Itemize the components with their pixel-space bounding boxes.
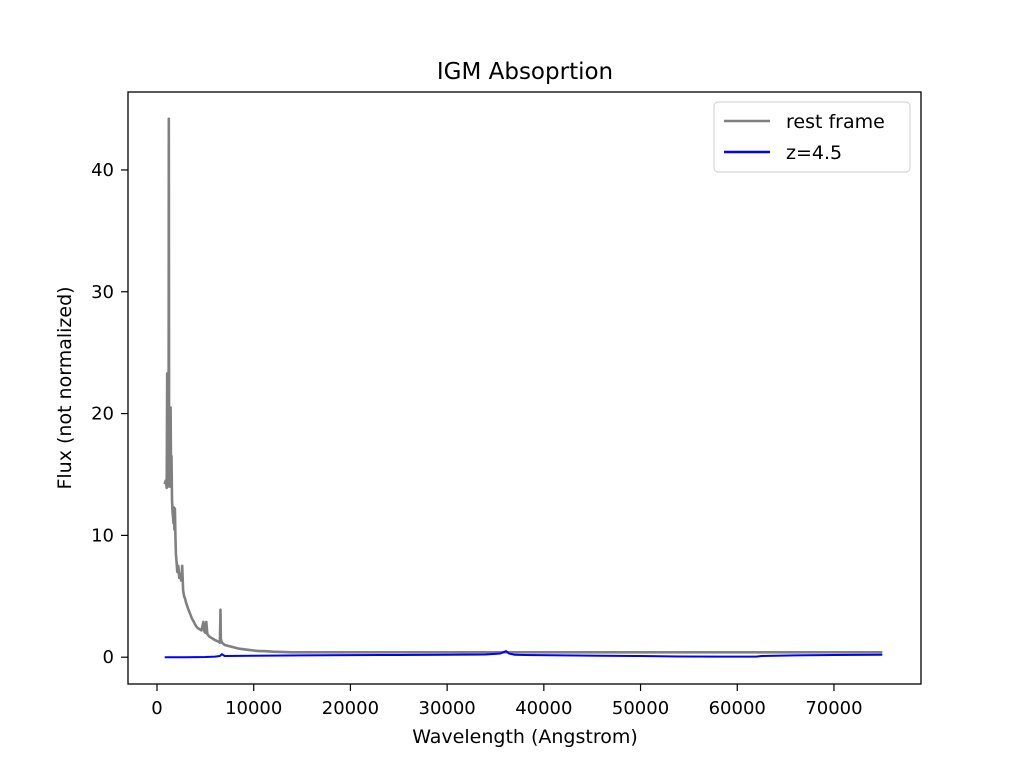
x-tick-label: 50000 bbox=[612, 698, 669, 719]
x-tick-label: 70000 bbox=[805, 698, 862, 719]
x-tick-label: 10000 bbox=[225, 698, 282, 719]
x-tick-label: 30000 bbox=[419, 698, 476, 719]
x-tick-label: 0 bbox=[151, 698, 162, 719]
chart-title: IGM Absoprtion bbox=[437, 59, 613, 85]
y-tick-label: 20 bbox=[91, 404, 114, 425]
legend: rest frame z=4.5 bbox=[713, 101, 911, 173]
series-layer bbox=[163, 117, 883, 659]
legend-label-rest-frame: rest frame bbox=[786, 111, 885, 133]
series-line-rest-frame bbox=[163, 117, 883, 654]
series-line-z-4-5 bbox=[164, 650, 883, 659]
y-tick-label: 40 bbox=[91, 160, 114, 181]
y-tick-label: 10 bbox=[91, 525, 114, 546]
plot-frame bbox=[127, 91, 922, 685]
legend-label-z-4-5: z=4.5 bbox=[786, 142, 842, 164]
x-tick-label: 40000 bbox=[515, 698, 572, 719]
x-tick-label: 20000 bbox=[322, 698, 379, 719]
y-axis-title: Flux (not normalized) bbox=[54, 286, 76, 489]
y-tick-label: 30 bbox=[91, 282, 114, 303]
legend-box bbox=[713, 101, 911, 173]
y-axis: 0 10 20 30 40 bbox=[91, 160, 128, 668]
x-tick-label: 60000 bbox=[709, 698, 766, 719]
x-axis-title: Wavelength (Angstrom) bbox=[412, 726, 638, 748]
x-axis: 0 10000 20000 30000 40000 50000 60000 70000 bbox=[151, 684, 863, 719]
y-tick-label: 0 bbox=[103, 647, 114, 668]
